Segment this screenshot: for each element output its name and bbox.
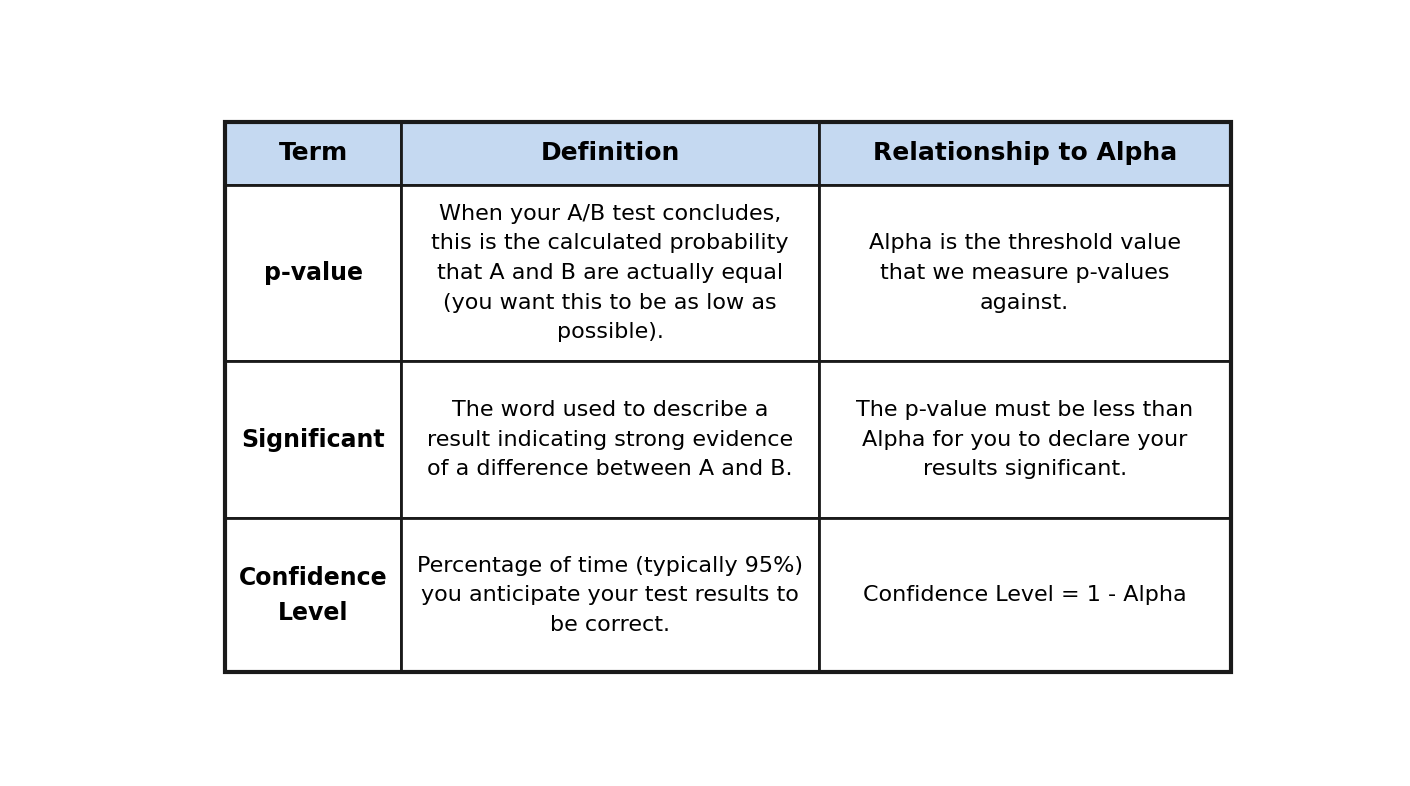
Bar <box>819 185 1231 361</box>
Text: The word used to describe a
result indicating strong evidence
of a difference be: The word used to describe a result indic… <box>427 400 792 479</box>
Text: Significant: Significant <box>241 428 385 452</box>
Bar <box>226 361 402 518</box>
Text: Confidence
Level: Confidence Level <box>240 565 388 625</box>
Text: Definition: Definition <box>540 141 680 165</box>
Bar <box>226 185 402 361</box>
Bar <box>819 122 1231 185</box>
Text: Term: Term <box>279 141 348 165</box>
Bar <box>226 518 402 672</box>
Bar <box>819 518 1231 672</box>
Text: Percentage of time (typically 95%)
you anticipate your test results to
be correc: Percentage of time (typically 95%) you a… <box>417 556 802 635</box>
Bar <box>402 361 819 518</box>
Bar <box>226 122 402 185</box>
Bar <box>402 185 819 361</box>
Text: Relationship to Alpha: Relationship to Alpha <box>873 141 1177 165</box>
Text: The p-value must be less than
Alpha for you to declare your
results significant.: The p-value must be less than Alpha for … <box>856 400 1193 479</box>
Bar <box>402 518 819 672</box>
Text: When your A/B test concludes,
this is the calculated probability
that A and B ar: When your A/B test concludes, this is th… <box>431 204 788 342</box>
Bar <box>819 361 1231 518</box>
Text: p-value: p-value <box>264 261 362 285</box>
Bar <box>402 122 819 185</box>
Text: Alpha is the threshold value
that we measure p-values
against.: Alpha is the threshold value that we mea… <box>869 233 1180 313</box>
Text: Confidence Level = 1 - Alpha: Confidence Level = 1 - Alpha <box>863 586 1186 605</box>
